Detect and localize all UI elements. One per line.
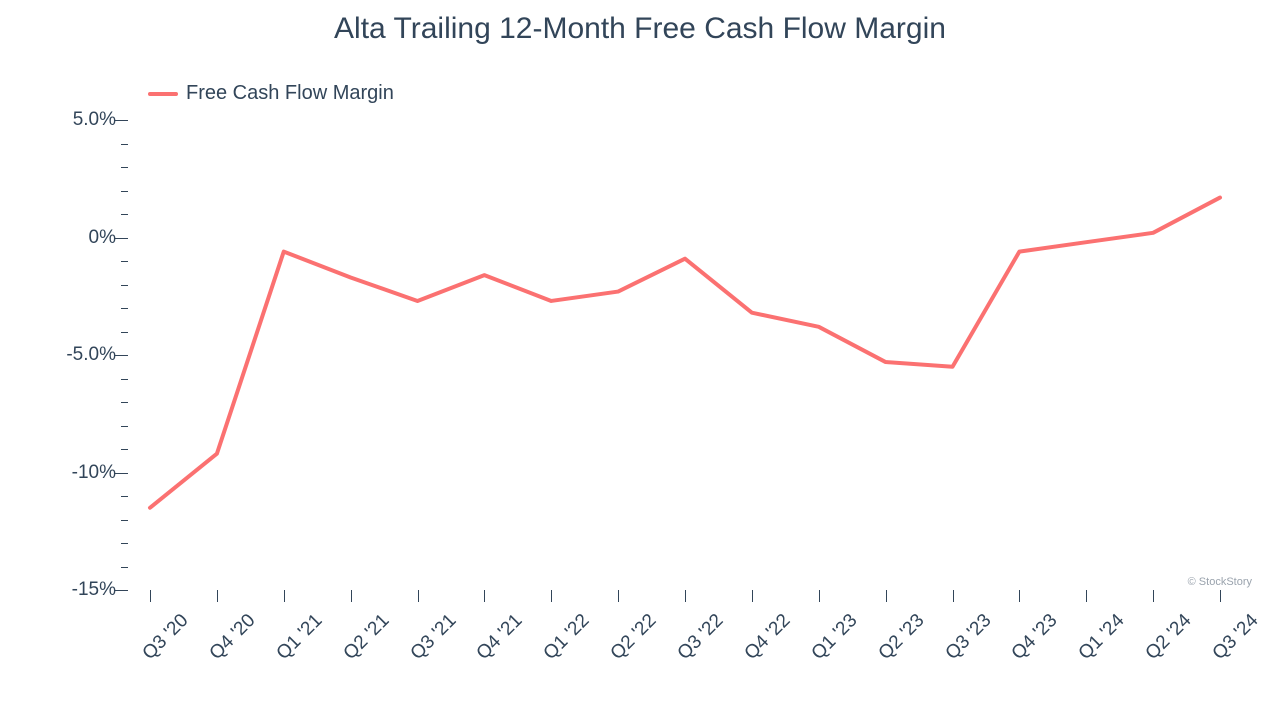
x-tick bbox=[1220, 590, 1221, 602]
x-tick bbox=[351, 590, 352, 602]
y-minor-tick bbox=[121, 402, 128, 403]
x-tick bbox=[150, 590, 151, 602]
legend-swatch bbox=[148, 92, 178, 96]
y-minor-tick bbox=[121, 167, 128, 168]
y-tick-label: 5.0% bbox=[73, 109, 130, 131]
y-minor-tick bbox=[121, 285, 128, 286]
x-tick-label: Q2 '24 bbox=[1142, 610, 1197, 665]
x-tick-label: Q3 '21 bbox=[406, 610, 461, 665]
legend: Free Cash Flow Margin bbox=[148, 82, 394, 105]
x-tick bbox=[685, 590, 686, 602]
x-tick-label: Q4 '20 bbox=[205, 610, 260, 665]
x-tick bbox=[953, 590, 954, 602]
y-minor-tick bbox=[121, 261, 128, 262]
chart-title: Alta Trailing 12-Month Free Cash Flow Ma… bbox=[0, 12, 1280, 46]
x-tick bbox=[551, 590, 552, 602]
y-minor-tick bbox=[121, 379, 128, 380]
x-tick-label: Q3 '22 bbox=[674, 610, 729, 665]
x-tick-label: Q1 '21 bbox=[272, 610, 327, 665]
y-minor-tick bbox=[121, 426, 128, 427]
y-minor-tick bbox=[121, 449, 128, 450]
x-tick-label: Q1 '22 bbox=[540, 610, 595, 665]
x-tick-label: Q4 '23 bbox=[1008, 610, 1063, 665]
x-tick-label: Q2 '22 bbox=[607, 610, 662, 665]
x-tick bbox=[1153, 590, 1154, 602]
watermark: © StockStory bbox=[1188, 576, 1252, 588]
x-tick bbox=[217, 590, 218, 602]
x-tick bbox=[752, 590, 753, 602]
x-tick bbox=[284, 590, 285, 602]
y-minor-tick bbox=[121, 520, 128, 521]
x-tick-label: Q1 '23 bbox=[807, 610, 862, 665]
x-tick bbox=[1086, 590, 1087, 602]
x-tick bbox=[618, 590, 619, 602]
y-minor-tick bbox=[121, 543, 128, 544]
y-minor-tick bbox=[121, 308, 128, 309]
y-tick-label: -5.0% bbox=[66, 344, 130, 366]
x-tick-label: Q4 '21 bbox=[473, 610, 528, 665]
x-tick bbox=[484, 590, 485, 602]
x-tick bbox=[886, 590, 887, 602]
y-tick-label: -10% bbox=[72, 462, 130, 484]
y-minor-tick bbox=[121, 191, 128, 192]
x-tick-label: Q2 '23 bbox=[874, 610, 929, 665]
y-minor-tick bbox=[121, 144, 128, 145]
x-tick-label: Q2 '21 bbox=[339, 610, 394, 665]
x-tick-label: Q3 '23 bbox=[941, 610, 996, 665]
plot-area: 5.0%0%-5.0%-10%-15%Q3 '20Q4 '20Q1 '21Q2 … bbox=[130, 120, 1240, 590]
y-minor-tick bbox=[121, 496, 128, 497]
x-tick bbox=[819, 590, 820, 602]
x-tick-label: Q3 '20 bbox=[139, 610, 194, 665]
x-tick-label: Q1 '24 bbox=[1075, 610, 1130, 665]
y-minor-tick bbox=[121, 332, 128, 333]
x-tick-label: Q3 '24 bbox=[1209, 610, 1264, 665]
x-tick-label: Q4 '22 bbox=[740, 610, 795, 665]
legend-label: Free Cash Flow Margin bbox=[186, 82, 394, 105]
series-line bbox=[150, 198, 1220, 508]
x-tick bbox=[1019, 590, 1020, 602]
y-minor-tick bbox=[121, 567, 128, 568]
y-tick-label: 0% bbox=[89, 227, 130, 249]
line-series bbox=[130, 120, 1240, 590]
x-tick bbox=[418, 590, 419, 602]
y-minor-tick bbox=[121, 214, 128, 215]
y-tick-label: -15% bbox=[72, 579, 130, 601]
